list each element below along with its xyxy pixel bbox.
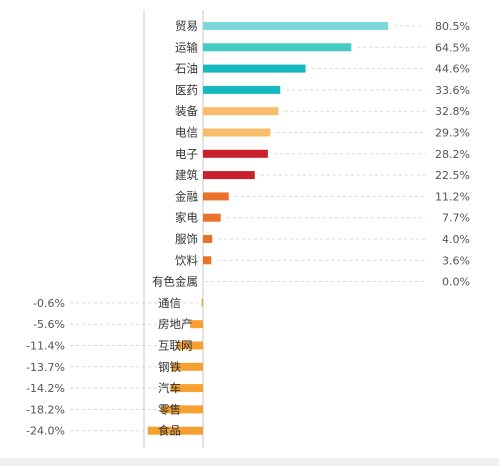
category-label: 互联网 xyxy=(158,339,193,353)
value-label: 7.7% xyxy=(442,212,470,225)
value-label: 4.0% xyxy=(442,233,470,246)
value-label: 64.5% xyxy=(435,41,470,54)
bar xyxy=(203,192,229,201)
value-label: 22.5% xyxy=(435,169,470,182)
category-label: 装备 xyxy=(175,104,198,118)
bar xyxy=(190,320,203,329)
category-label: 医药 xyxy=(175,83,198,97)
bar xyxy=(203,149,268,158)
value-label: 32.8% xyxy=(435,105,470,118)
category-label: 运输 xyxy=(175,40,198,54)
category-label: 电子 xyxy=(175,147,198,161)
value-label: -0.6% xyxy=(33,297,65,310)
bar xyxy=(147,426,203,435)
value-label: -18.2% xyxy=(26,403,65,416)
bar xyxy=(161,405,203,414)
category-label: 建筑 xyxy=(175,168,198,182)
value-label: -24.0% xyxy=(26,425,65,438)
category-label: 贸易 xyxy=(175,19,198,33)
bar xyxy=(203,213,221,222)
category-label: 饮料 xyxy=(175,253,198,267)
bar xyxy=(203,85,281,94)
category-label: 有色金属 xyxy=(152,275,198,289)
bar xyxy=(203,22,389,30)
bar xyxy=(176,341,203,350)
bar xyxy=(203,171,255,180)
category-label: 通信 xyxy=(158,296,181,310)
category-label: 石油 xyxy=(175,62,198,76)
bar xyxy=(203,107,279,116)
bar xyxy=(170,384,203,393)
value-label: 11.2% xyxy=(435,190,470,203)
category-label: 汽车 xyxy=(158,381,181,395)
category-label: 金融 xyxy=(175,189,198,203)
value-label: 44.6% xyxy=(435,63,470,76)
value-label: 28.2% xyxy=(435,148,470,161)
bottom-band xyxy=(0,458,499,466)
category-label: 服饰 xyxy=(175,232,198,246)
value-label: -13.7% xyxy=(26,361,65,374)
value-label: 0.0% xyxy=(442,276,470,289)
category-label: 房地产 xyxy=(158,317,193,331)
category-label: 家电 xyxy=(175,211,198,225)
bar xyxy=(203,64,306,73)
labels-layer: 贸易 80.5% 运输 64.5% 石油 44.6% 医药 33.6% 装备 32.8% 电信 29.… xyxy=(26,19,470,438)
bar xyxy=(203,256,212,265)
category-label: 钢铁 xyxy=(158,360,181,374)
grid-layer xyxy=(70,25,425,432)
category-label: 电信 xyxy=(175,126,198,140)
bar xyxy=(203,128,271,137)
value-label: 29.3% xyxy=(435,127,470,140)
value-label: 80.5% xyxy=(435,20,470,33)
value-label: -14.2% xyxy=(26,382,65,395)
bar xyxy=(203,43,352,52)
category-label: 零售 xyxy=(158,402,181,416)
bar xyxy=(171,362,203,371)
value-label: 3.6% xyxy=(442,254,470,267)
bar xyxy=(203,235,213,243)
value-label: -11.4% xyxy=(26,340,65,353)
category-label: 食品 xyxy=(158,424,181,438)
bar xyxy=(201,298,204,307)
value-label: 33.6% xyxy=(435,84,470,97)
bars-layer xyxy=(147,22,389,435)
value-label: -5.6% xyxy=(33,318,65,331)
